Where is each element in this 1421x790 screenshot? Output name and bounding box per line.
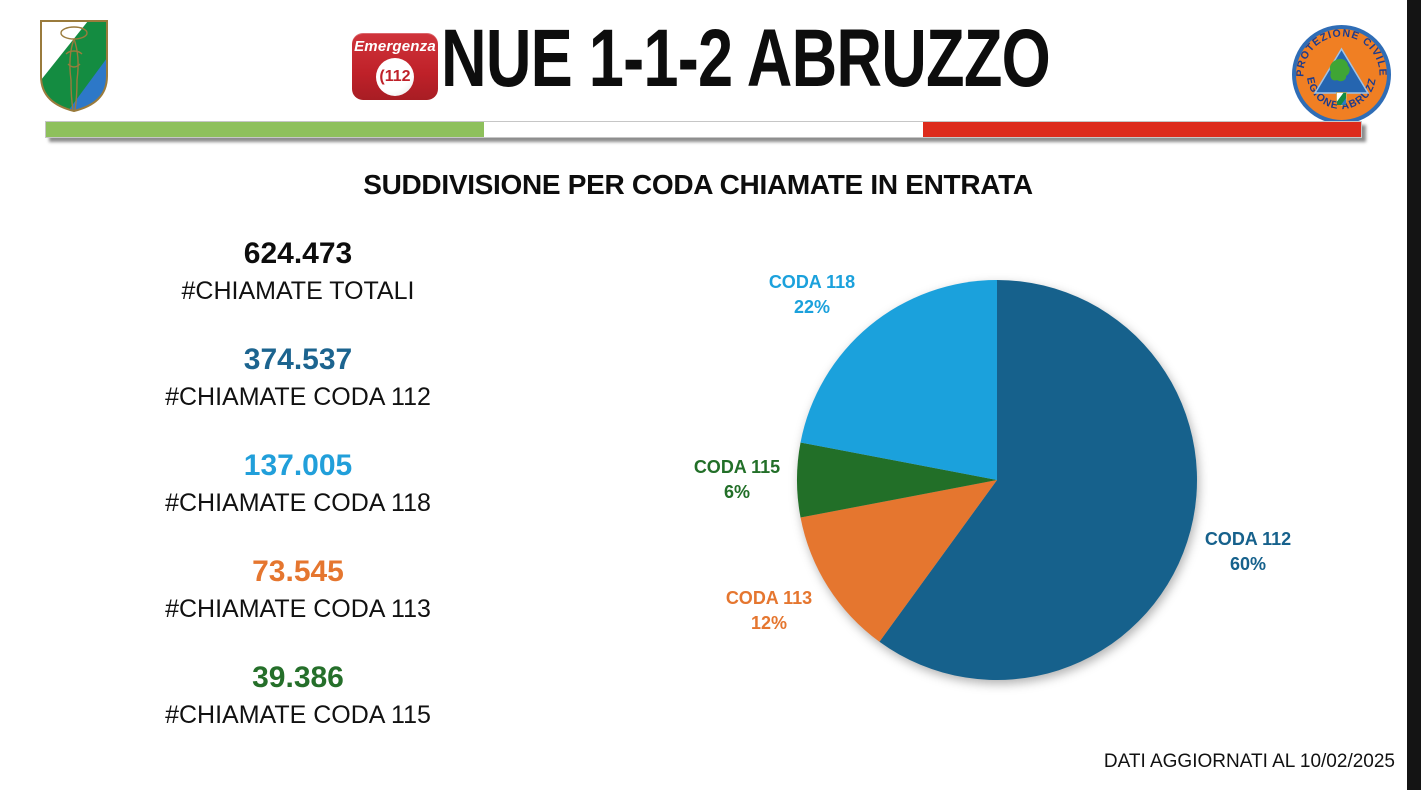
protezione-civile-logo: PROTEZIONE CIVILE REGIONE ABRUZZO	[1291, 24, 1391, 124]
stat-value: 137.005	[243, 449, 353, 482]
pie-label-name: CODA 115	[693, 457, 781, 477]
pie-label-name: CODA 118	[768, 272, 856, 292]
stat-value: 374.537	[243, 343, 353, 376]
stat-label: #CHIAMATE CODA 115	[165, 701, 431, 729]
pie-label-pct: 22%	[793, 297, 831, 317]
pie-chart	[796, 280, 1198, 680]
pie-label-pct: 6%	[723, 482, 750, 502]
stat-label: #CHIAMATE CODA 112	[165, 383, 431, 411]
pie-label-coda-115: CODA 115 6%	[694, 455, 780, 505]
stat-chiamate-coda-112: 374.537 #CHIAMATE CODA 112	[118, 342, 478, 416]
badge-emergenza-text: Emergenza	[354, 38, 436, 55]
pie-slice-coda-118	[800, 280, 997, 480]
tricolor-green-segment	[46, 122, 485, 137]
stat-label: #CHIAMATE TOTALI	[181, 277, 415, 305]
shield-blue-triangle	[68, 58, 107, 111]
tricolor-bar	[45, 121, 1362, 138]
pie-label-pct: 60%	[1229, 554, 1267, 574]
section-title: SUDDIVISIONE PER CODA CHIAMATE IN ENTRAT…	[363, 169, 1033, 200]
pc-logo-region-shape	[1329, 58, 1350, 82]
stat-chiamate-totali: 624.473 #CHIAMATE TOTALI	[118, 236, 478, 310]
shield-figure-outline	[60, 26, 88, 111]
stat-value: 39.386	[252, 661, 344, 694]
page-title: NUE 1-1-2 ABRUZZO	[441, 13, 1051, 104]
pie-label-name: CODA 113	[725, 588, 813, 608]
pie-label-pct: 12%	[750, 613, 788, 633]
right-edge-bar	[1407, 0, 1421, 790]
stat-value: 624.473	[243, 237, 353, 270]
tricolor-white-segment	[484, 122, 923, 137]
badge-112-circle: (112	[376, 58, 414, 96]
emergenza-112-badge: Emergenza (112	[352, 33, 438, 100]
stat-chiamate-coda-113: 73.545 #CHIAMATE CODA 113	[118, 554, 478, 628]
abruzzo-coat-of-arms-logo	[40, 20, 108, 112]
stat-value: 73.545	[252, 555, 344, 588]
stat-label: #CHIAMATE CODA 118	[165, 489, 431, 517]
pie-slice-coda-115	[796, 442, 997, 518]
pie-label-coda-113: CODA 113 12%	[726, 586, 812, 636]
tricolor-red-segment	[922, 122, 1361, 137]
pie-slice-coda-112	[879, 280, 1198, 680]
pie-label-coda-118: CODA 118 22%	[769, 270, 855, 320]
pie-slice-coda-113	[800, 480, 997, 642]
pc-logo-mini-shield	[1336, 92, 1347, 107]
data-updated-note: DATI AGGIORNATI AL 10/02/2025	[1103, 751, 1395, 772]
pie-label-coda-112: CODA 112 60%	[1205, 527, 1291, 577]
stat-chiamate-coda-118: 137.005 #CHIAMATE CODA 118	[118, 448, 478, 522]
pie-label-name: CODA 112	[1204, 529, 1292, 549]
stat-label: #CHIAMATE CODA 113	[165, 595, 431, 623]
stat-chiamate-coda-115: 39.386 #CHIAMATE CODA 115	[118, 660, 478, 734]
